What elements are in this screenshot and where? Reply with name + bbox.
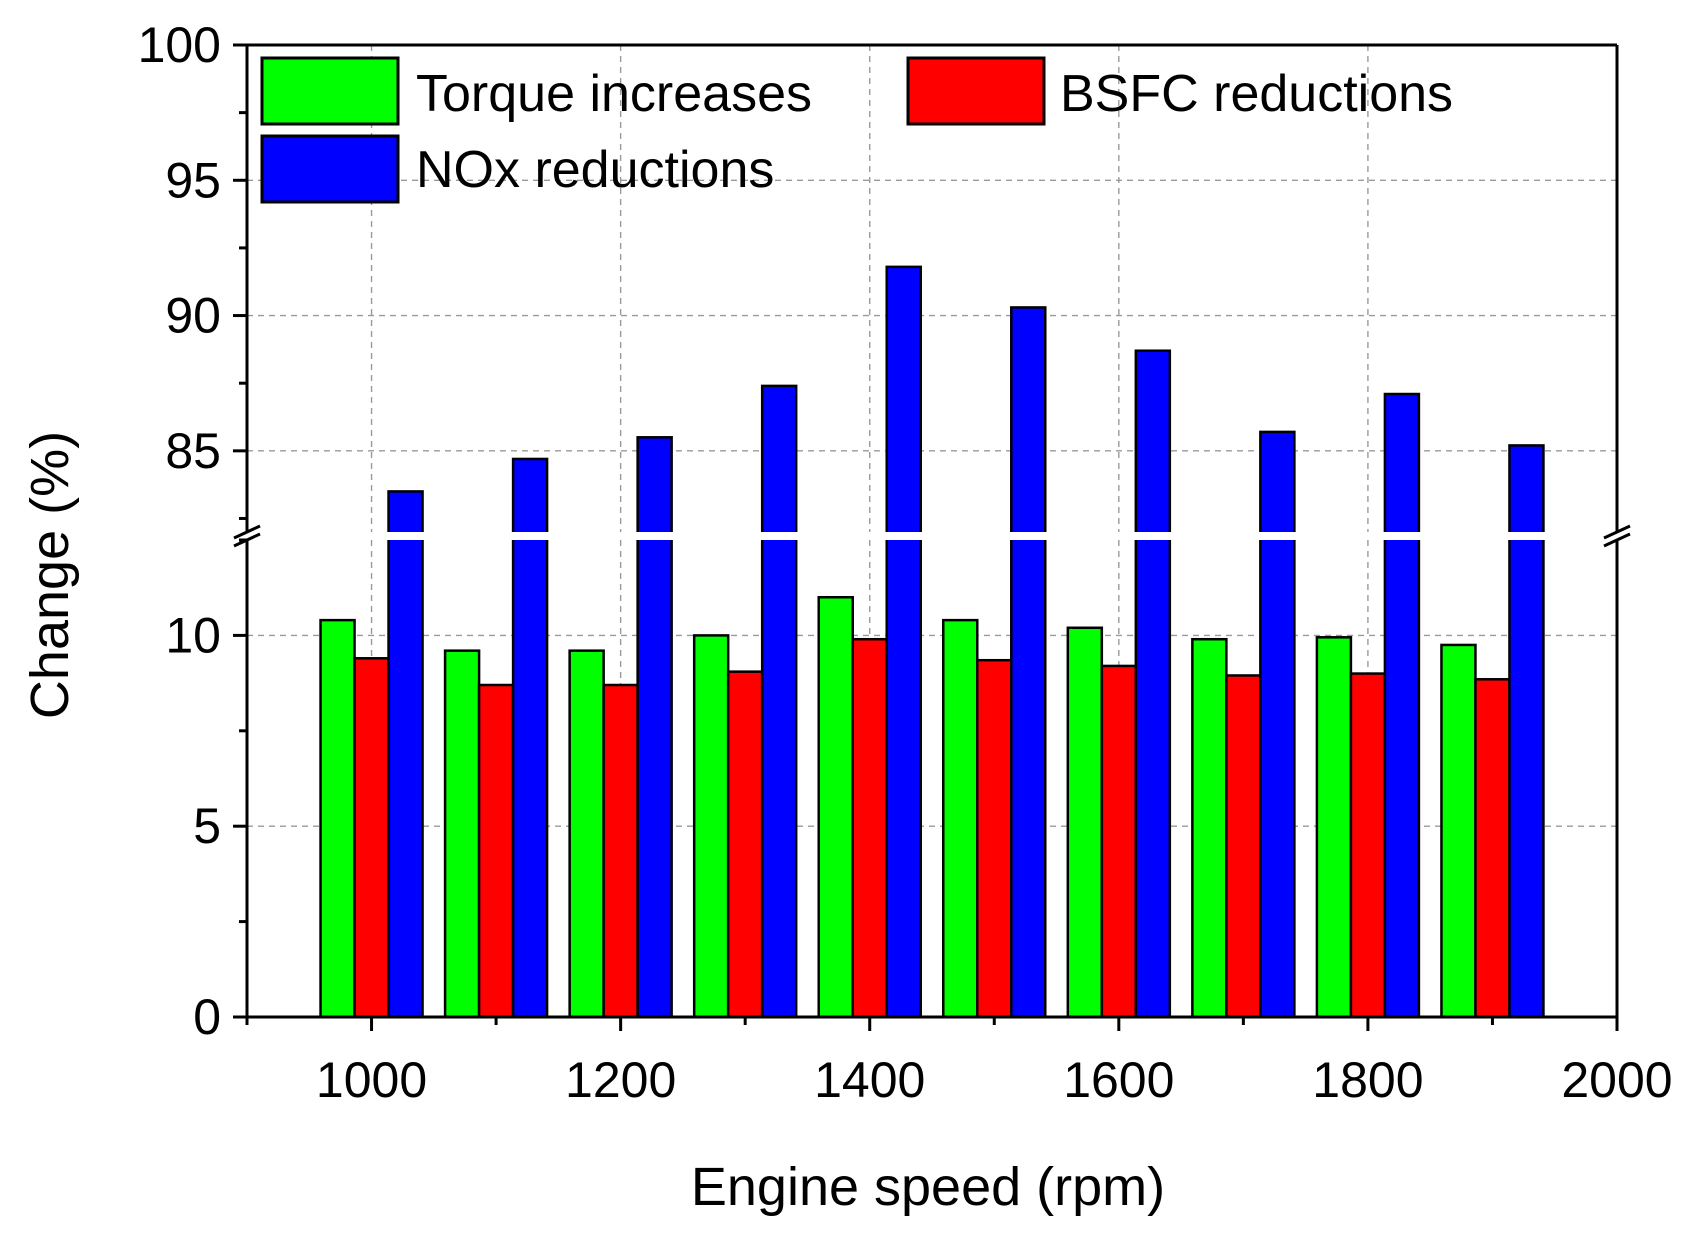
x-tick-label: 1800 [1312, 1052, 1423, 1108]
bar-torque [817, 595, 854, 1019]
x-tick-label: 2000 [1561, 1052, 1672, 1108]
bar-bsfc [1225, 674, 1262, 1019]
y-tick-label: 0 [193, 989, 221, 1045]
bar-bsfc [851, 637, 888, 1019]
x-tick-label: 1400 [814, 1052, 925, 1108]
y-tick-label: 90 [165, 288, 221, 344]
x-tick-label: 1200 [565, 1052, 676, 1108]
legend-label-torque: Torque increases [416, 65, 812, 123]
legend-swatch-torque [260, 56, 400, 126]
bar-bsfc [1349, 672, 1387, 1019]
bar-torque [1315, 636, 1353, 1019]
y-tick-label: 85 [165, 423, 221, 479]
y-tick-label: 10 [165, 607, 221, 663]
legend-label-bsfc: BSFC reductions [1060, 65, 1453, 123]
bar-nox [636, 436, 673, 1019]
bar-torque [319, 618, 356, 1019]
bar-nox [1134, 349, 1172, 1019]
bar-torque [1191, 637, 1228, 1019]
bar-torque [1440, 643, 1477, 1019]
x-axis-title: Engine speed (rpm) [691, 1157, 1165, 1217]
bar-torque [942, 618, 979, 1019]
legend-swatch-bsfc [906, 56, 1046, 126]
bar-nox [1010, 306, 1047, 1019]
legend: Torque increases BSFC reductions NOx red… [260, 56, 1453, 204]
bar-torque [692, 634, 730, 1019]
axis-break-gap [227, 532, 1637, 540]
bar-torque [443, 649, 481, 1019]
bar-bsfc [976, 658, 1013, 1019]
bar-torque [568, 649, 605, 1019]
legend-swatch-nox [260, 134, 400, 204]
bar-nox [760, 384, 798, 1019]
bar-nox [511, 457, 549, 1019]
bar-bsfc [353, 657, 390, 1019]
bar-nox [1259, 430, 1296, 1019]
y-axis-title: Change (%) [20, 431, 80, 719]
x-tick-label: 1000 [316, 1052, 427, 1108]
bar-nox [387, 490, 424, 1019]
bar-nox [1508, 444, 1545, 1019]
bar-bsfc [477, 683, 515, 1019]
bar-nox [885, 265, 922, 1019]
bar-torque [1066, 626, 1104, 1019]
bar-bsfc [1100, 664, 1138, 1019]
y-tick-label: 95 [165, 152, 221, 208]
bar-nox [1383, 392, 1421, 1019]
legend-label-nox: NOx reductions [416, 141, 774, 199]
grid-lines [247, 45, 1617, 1017]
y-tick-label: 5 [193, 798, 221, 854]
y-tick-label: 100 [138, 17, 221, 73]
bar-bsfc [1474, 678, 1511, 1019]
axes [233, 43, 1619, 1031]
bar-bsfc [726, 670, 764, 1019]
x-tick-label: 1600 [1063, 1052, 1174, 1108]
bar-bsfc [602, 683, 639, 1019]
